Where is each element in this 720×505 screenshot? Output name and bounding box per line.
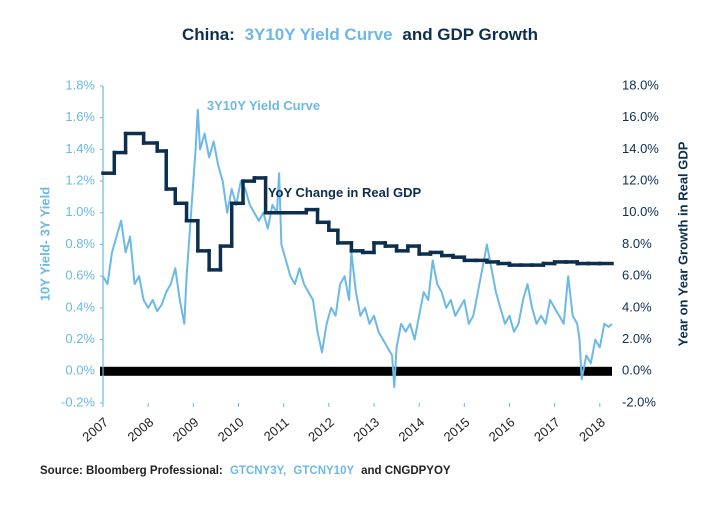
y-tick-label: 1.4% xyxy=(65,141,95,156)
y2-tick-label: 16.0% xyxy=(622,109,659,124)
title-part: 3Y10Y Yield Curve xyxy=(245,25,393,44)
x-tick-label: 2014 xyxy=(395,414,427,444)
y-tick-label: -0.2% xyxy=(61,394,95,409)
y2-axis-title: Year on Year Growth in Real GDP xyxy=(675,141,690,346)
y2-tick-label: 2.0% xyxy=(622,331,652,346)
source-note: Source: Bloomberg Professional: GTCNY3Y,… xyxy=(40,465,451,477)
series-annotation: 3Y10Y Yield Curve xyxy=(207,98,320,113)
source-part: Source: Bloomberg Professional: xyxy=(40,465,223,477)
x-tick-label: 2016 xyxy=(486,414,518,444)
source-part: GTCNY3Y, xyxy=(230,465,286,477)
y2-tick-label: 6.0% xyxy=(622,268,652,283)
y2-tick-label: 12.0% xyxy=(622,173,659,188)
x-tick-label: 2013 xyxy=(350,414,382,444)
y2-tick-label: 8.0% xyxy=(622,236,652,251)
y2-tick-label: 10.0% xyxy=(622,204,659,219)
y-tick-label: 1.2% xyxy=(65,173,95,188)
x-tick-label: 2012 xyxy=(305,414,337,444)
zero-line xyxy=(100,366,612,376)
x-tick-label: 2007 xyxy=(79,414,111,444)
y2-tick-label: -2.0% xyxy=(622,394,656,409)
y-tick-label: 0.0% xyxy=(65,363,95,378)
source-part: and CNGDPYOY xyxy=(361,465,451,477)
source-part: GTCNY10Y xyxy=(293,465,354,477)
yield-line xyxy=(102,108,613,389)
x-tick-label: 2009 xyxy=(170,414,202,444)
chart-title: China: 3Y10Y Yield Curve and GDP Growth xyxy=(182,25,538,44)
y-tick-label: 1.6% xyxy=(65,109,95,124)
y-tick-label: 0.8% xyxy=(65,236,95,251)
x-tick-label: 2010 xyxy=(215,414,247,444)
x-tick-label: 2018 xyxy=(576,414,608,444)
x-tick-label: 2011 xyxy=(261,414,292,443)
title-part: China: xyxy=(182,25,235,44)
y-axis-title: 10Y Yield- 3Y Yield xyxy=(37,187,52,301)
x-tick-label: 2017 xyxy=(531,414,563,444)
y-tick-label: 1.0% xyxy=(65,204,95,219)
y-tick-label: 0.4% xyxy=(65,299,95,314)
y2-tick-label: 14.0% xyxy=(622,141,659,156)
title-part: and GDP Growth xyxy=(402,25,538,44)
y-tick-label: 0.6% xyxy=(65,268,95,283)
x-tick-label: 2015 xyxy=(441,414,473,444)
y2-tick-label: 4.0% xyxy=(622,299,652,314)
y-tick-label: 1.8% xyxy=(65,77,95,92)
y-tick-label: 0.2% xyxy=(65,331,95,346)
series-annotation: YoY Change in Real GDP xyxy=(268,185,422,200)
x-tick-label: 2008 xyxy=(125,414,157,444)
y2-tick-label: 0.0% xyxy=(622,363,652,378)
y2-tick-label: 18.0% xyxy=(622,77,659,92)
